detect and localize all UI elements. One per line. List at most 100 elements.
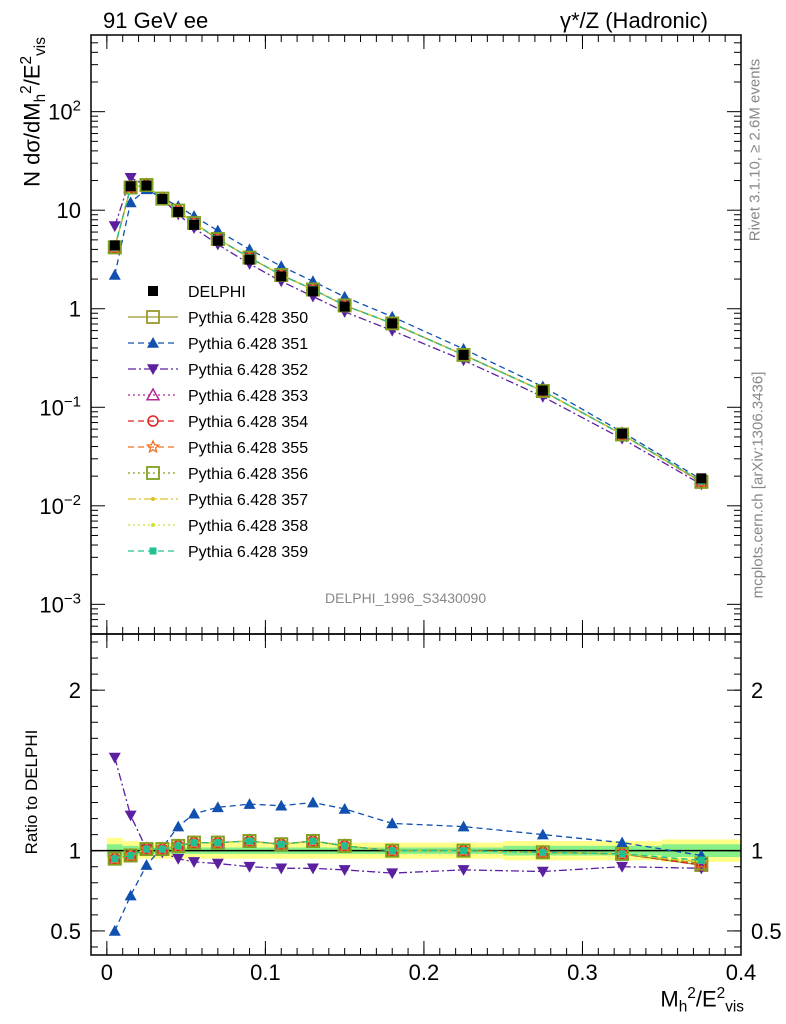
legend-label: Pythia 6.428 353 bbox=[188, 388, 308, 405]
ratio-y-tick-label-right: 1 bbox=[751, 839, 763, 864]
ratio-series-marker bbox=[108, 752, 121, 764]
ratio-y-tick-label: 1 bbox=[69, 839, 81, 864]
main-y-tick-label: 10−2 bbox=[39, 492, 81, 519]
ratio-y-tick-label-right: 0.5 bbox=[751, 919, 782, 944]
legend-label: Pythia 6.428 354 bbox=[188, 414, 308, 431]
main-series-line bbox=[114, 188, 702, 481]
ratio-series-marker bbox=[386, 817, 399, 829]
analysis-name-label: DELPHI_1996_S3430090 bbox=[325, 590, 487, 606]
main-y-tick-label: 10 bbox=[57, 198, 81, 223]
x-tick-label: 0.2 bbox=[409, 960, 440, 985]
ratio-series-marker bbox=[243, 798, 256, 809]
ratio-series-marker bbox=[172, 853, 185, 865]
legend-marker bbox=[147, 415, 159, 427]
ratio-series-marker bbox=[616, 836, 629, 848]
x-tick-label: 0.1 bbox=[250, 960, 281, 985]
ratio-series-marker bbox=[243, 861, 256, 873]
legend-label: Pythia 6.428 357 bbox=[188, 492, 308, 509]
delphi-data-point bbox=[244, 254, 255, 265]
delphi-data-point bbox=[189, 219, 200, 230]
main-series-line bbox=[114, 184, 702, 483]
plot-title-left: 91 GeV ee bbox=[103, 8, 209, 33]
main-series-marker bbox=[385, 316, 400, 331]
ratio-series-marker bbox=[211, 801, 224, 813]
ratio-series-marker bbox=[341, 842, 349, 850]
legend-label: Pythia 6.428 358 bbox=[188, 518, 308, 535]
delphi-data-point bbox=[537, 385, 548, 396]
main-series-marker bbox=[124, 196, 137, 208]
ratio-series-marker bbox=[140, 859, 153, 870]
ratio-series-marker bbox=[457, 820, 470, 832]
legend-marker bbox=[149, 547, 157, 555]
main-series-marker bbox=[108, 221, 121, 233]
ratio-series-marker bbox=[277, 840, 285, 848]
ratio-series-marker bbox=[306, 863, 319, 875]
ratio-series-marker bbox=[386, 868, 399, 880]
ratio-series-marker bbox=[214, 839, 222, 847]
main-y-tick-label: 10−1 bbox=[39, 393, 81, 420]
main-series-marker bbox=[139, 178, 154, 192]
ratio-series-marker bbox=[188, 807, 201, 819]
ratio-series-marker bbox=[188, 857, 201, 868]
ratio-series-marker bbox=[171, 838, 186, 853]
ratio-series-marker bbox=[246, 837, 254, 845]
ratio-series-marker bbox=[536, 866, 549, 878]
ratio-series-marker bbox=[172, 820, 185, 832]
main-series-marker bbox=[615, 427, 629, 442]
legend-marker bbox=[147, 364, 159, 375]
delphi-data-point bbox=[141, 180, 152, 191]
ratio-series-marker bbox=[123, 848, 138, 863]
ratio-series-marker bbox=[457, 865, 470, 876]
ratio-series-marker bbox=[388, 847, 396, 855]
delphi-data-point bbox=[458, 349, 469, 360]
x-tick-label: 0 bbox=[101, 960, 113, 985]
legend-label: Pythia 6.428 351 bbox=[188, 336, 308, 353]
delphi-data-point bbox=[617, 428, 628, 439]
x-tick-label: 0.3 bbox=[567, 960, 598, 985]
ratio-series-marker bbox=[697, 856, 705, 864]
legend-marker bbox=[151, 523, 155, 527]
ratio-series-marker bbox=[306, 796, 319, 808]
ratio-series-marker bbox=[124, 810, 137, 822]
ratio-series-marker bbox=[107, 851, 122, 866]
legend-marker bbox=[151, 497, 155, 501]
main-series-line bbox=[114, 177, 702, 485]
legend-label: Pythia 6.428 350 bbox=[188, 310, 308, 327]
main-series-marker bbox=[456, 348, 471, 362]
legend-marker bbox=[145, 387, 161, 401]
delphi-data-point bbox=[212, 235, 223, 246]
main-series-marker bbox=[124, 173, 137, 184]
main-series-marker bbox=[155, 191, 170, 206]
ratio-series-marker bbox=[190, 839, 198, 847]
delphi-data-point bbox=[109, 240, 120, 251]
ratio-y-tick-label-right: 2 bbox=[751, 678, 763, 703]
main-y-tick-label: 10−3 bbox=[39, 590, 81, 617]
main-series-marker bbox=[535, 384, 550, 398]
ratio-series-marker bbox=[127, 851, 135, 859]
plot-title-right: γ*/Z (Hadronic) bbox=[560, 8, 708, 33]
ratio-series-marker bbox=[142, 845, 150, 853]
ratio-series-marker bbox=[338, 802, 351, 814]
ratio-series-marker bbox=[536, 828, 549, 840]
legend-label: Pythia 6.428 352 bbox=[188, 362, 308, 379]
ratio-y-tick-label: 0.5 bbox=[50, 919, 81, 944]
delphi-data-point bbox=[125, 181, 136, 192]
ratio-series-marker bbox=[158, 845, 166, 853]
ratio-y-tick-label: 2 bbox=[69, 678, 81, 703]
ratio-series-marker bbox=[174, 842, 182, 850]
legend-marker-delphi bbox=[148, 286, 158, 296]
delphi-data-point bbox=[339, 301, 350, 312]
ratio-series-marker bbox=[618, 850, 626, 858]
main-series-line bbox=[114, 184, 702, 482]
delphi-data-point bbox=[696, 473, 707, 484]
delphi-data-point bbox=[276, 271, 287, 282]
ratio-plot-frame bbox=[90, 633, 742, 956]
main-y-tick-label: 102 bbox=[48, 98, 81, 125]
ratio-series-marker bbox=[616, 861, 629, 873]
legend-marker bbox=[146, 466, 160, 480]
main-series-marker bbox=[108, 268, 121, 280]
legend-label: Pythia 6.428 356 bbox=[188, 466, 308, 483]
ratio-series-marker bbox=[539, 848, 547, 856]
delphi-data-point bbox=[387, 318, 398, 329]
